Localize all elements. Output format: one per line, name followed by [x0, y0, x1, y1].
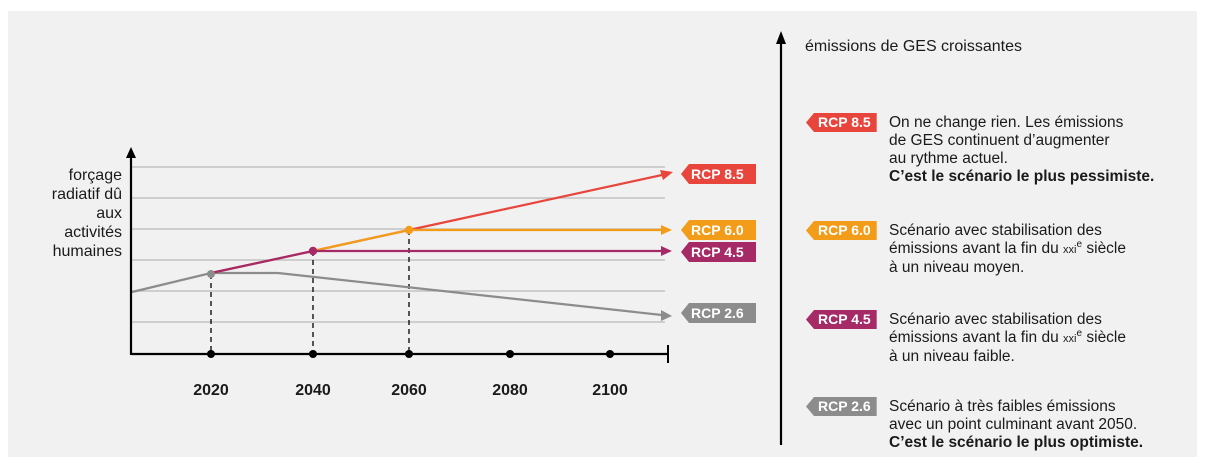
y-axis-label: forçage radiatif dû aux activités humain… [18, 166, 122, 261]
legend-text-rcp60: Scénario avec stabilisation des émission… [889, 222, 1205, 277]
y-axis-label-line: aux [96, 205, 122, 222]
y-axis-label-line: radiatif dû [51, 186, 122, 203]
rcp26-line [131, 271, 663, 317]
rcp85-end-tag [681, 164, 756, 184]
junction-dot-2020 [207, 270, 215, 278]
legend-tag-rcp60: RCP 6.0 [806, 221, 877, 240]
rcp26-arrowhead [661, 310, 672, 321]
legend-tag-rcp85: RCP 8.5 [806, 113, 877, 132]
legend-tag-rcp45: RCP 4.5 [806, 310, 877, 329]
x-tick-label: 2040 [295, 382, 331, 399]
y-axis-label-line: humaines [52, 243, 122, 260]
legend-line: au rythme actuel. [889, 150, 1008, 167]
diagram-panel [8, 11, 1197, 457]
x-tick-label: 2020 [193, 382, 229, 399]
rcp85-end-tag-label: RCP 8.5 [691, 166, 744, 182]
legend-line-emphasis: C’est le scénario le plus pessimiste. [889, 168, 1155, 185]
rcp60-line [312, 228, 662, 253]
legend-text-rcp26: Scénario à très faibles émissions avec u… [889, 398, 1205, 452]
legend-line: de GES continuent d’augmenter [889, 132, 1110, 149]
legend-line: avec un point culminant avant 2050. [889, 416, 1138, 433]
century-numeral: xxi [1063, 333, 1077, 345]
junction-dot-2040 [308, 246, 318, 256]
legend-line: Scénario avec stabilisation des [889, 311, 1102, 328]
rcp60-end-tag [681, 220, 756, 240]
x-tick-dot [506, 350, 514, 358]
legend-title: émissions de GES croissantes [805, 38, 1022, 55]
x-tick-dot [309, 350, 317, 358]
x-tick-label: 2060 [391, 382, 427, 399]
y-axis-arrowhead [126, 147, 136, 158]
legend-line-emphasis: C’est le scénario le plus optimiste. [889, 434, 1144, 451]
x-tick-dots [207, 350, 614, 358]
rcp45-line [210, 249, 662, 275]
legend-text-rcp85: On ne change rien. Les émissions de GES … [889, 114, 1205, 186]
legend-line: émissions avant la fin du xxie siècle [889, 238, 1126, 257]
legend-line: à un niveau faible. [889, 348, 1015, 365]
rcp45-arrowhead [661, 246, 672, 256]
rcp60-end-tag-label: RCP 6.0 [691, 222, 744, 238]
x-tick-dot [405, 350, 413, 358]
rcp26-end-tag-label: RCP 2.6 [691, 305, 744, 321]
legend-line: Scénario avec stabilisation des [889, 222, 1102, 239]
rcp45-end-tag [681, 242, 756, 262]
x-tick-dot [207, 350, 215, 358]
rcp26-end-tag [681, 303, 756, 323]
y-axis-label-line: activités [64, 224, 122, 241]
x-tick-label: 2080 [492, 382, 528, 399]
legend-line: à un niveau moyen. [889, 259, 1025, 276]
century-numeral: xxi [1063, 244, 1077, 256]
gridlines [132, 166, 665, 323]
rcp60-arrowhead [661, 225, 672, 235]
x-tick-dot [606, 350, 614, 358]
emissions-arrowhead [776, 31, 786, 44]
legend-line: On ne change rien. Les émissions [889, 114, 1124, 131]
junction-dot-2060 [404, 225, 414, 235]
legend-line: Scénario à très faibles émissions [889, 398, 1116, 415]
rcp45-end-tag-label: RCP 4.5 [691, 244, 744, 260]
y-axis-label-line: forçage [68, 167, 122, 184]
legend-line: émissions avant la fin du xxie siècle [889, 327, 1126, 346]
x-tick-label: 2100 [592, 382, 628, 399]
legend-tag-rcp26: RCP 2.6 [806, 397, 877, 416]
legend-text-rcp45: Scénario avec stabilisation des émission… [889, 311, 1205, 366]
rcp85-arrowhead [660, 170, 673, 180]
